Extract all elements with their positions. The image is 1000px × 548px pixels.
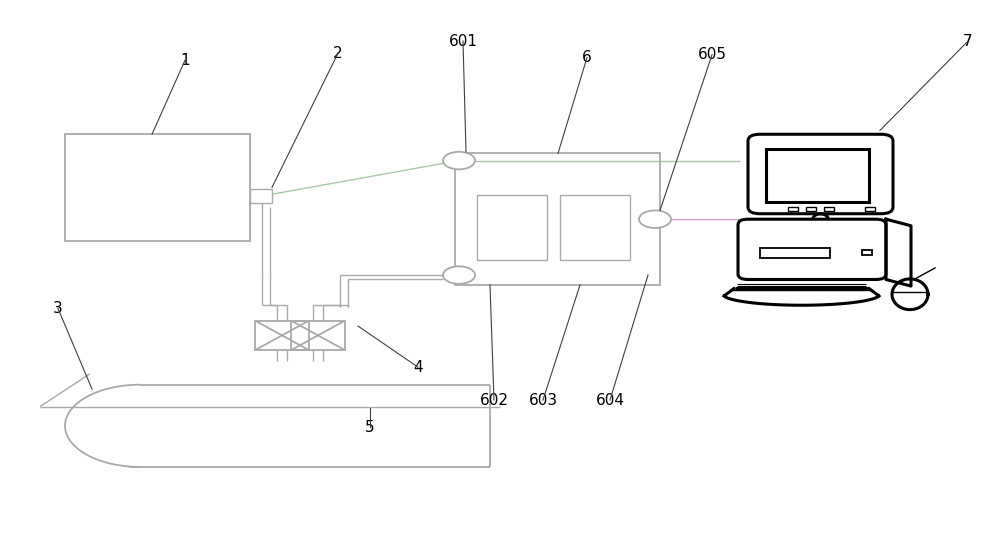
Bar [806, 207, 816, 211]
Text: 7: 7 [963, 33, 973, 49]
Bar [560, 195, 630, 260]
Text: 3: 3 [53, 301, 63, 316]
Bar [865, 207, 875, 211]
Bar [250, 189, 272, 203]
Bar [477, 195, 547, 260]
Circle shape [443, 152, 475, 169]
Text: 6: 6 [582, 50, 592, 65]
Bar [766, 149, 869, 202]
Bar [65, 134, 250, 241]
Bar [824, 207, 834, 211]
Text: 602: 602 [480, 392, 509, 408]
Circle shape [443, 266, 475, 284]
Text: 1: 1 [180, 53, 190, 68]
Bar [862, 250, 872, 255]
Bar [255, 321, 309, 350]
Text: 5: 5 [365, 420, 375, 435]
Text: 605: 605 [698, 47, 726, 62]
FancyBboxPatch shape [738, 219, 886, 279]
FancyBboxPatch shape [748, 134, 893, 214]
Text: 2: 2 [333, 45, 343, 61]
Circle shape [639, 210, 671, 228]
Text: 4: 4 [413, 359, 423, 375]
Bar [788, 207, 798, 211]
Bar [760, 248, 830, 258]
Text: 603: 603 [528, 392, 558, 408]
Bar [291, 321, 345, 350]
Text: 604: 604 [596, 392, 624, 408]
Bar [455, 153, 660, 285]
Text: 601: 601 [448, 33, 478, 49]
